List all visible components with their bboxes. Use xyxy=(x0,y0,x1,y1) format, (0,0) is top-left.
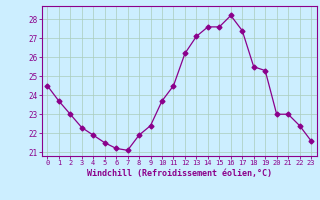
X-axis label: Windchill (Refroidissement éolien,°C): Windchill (Refroidissement éolien,°C) xyxy=(87,169,272,178)
